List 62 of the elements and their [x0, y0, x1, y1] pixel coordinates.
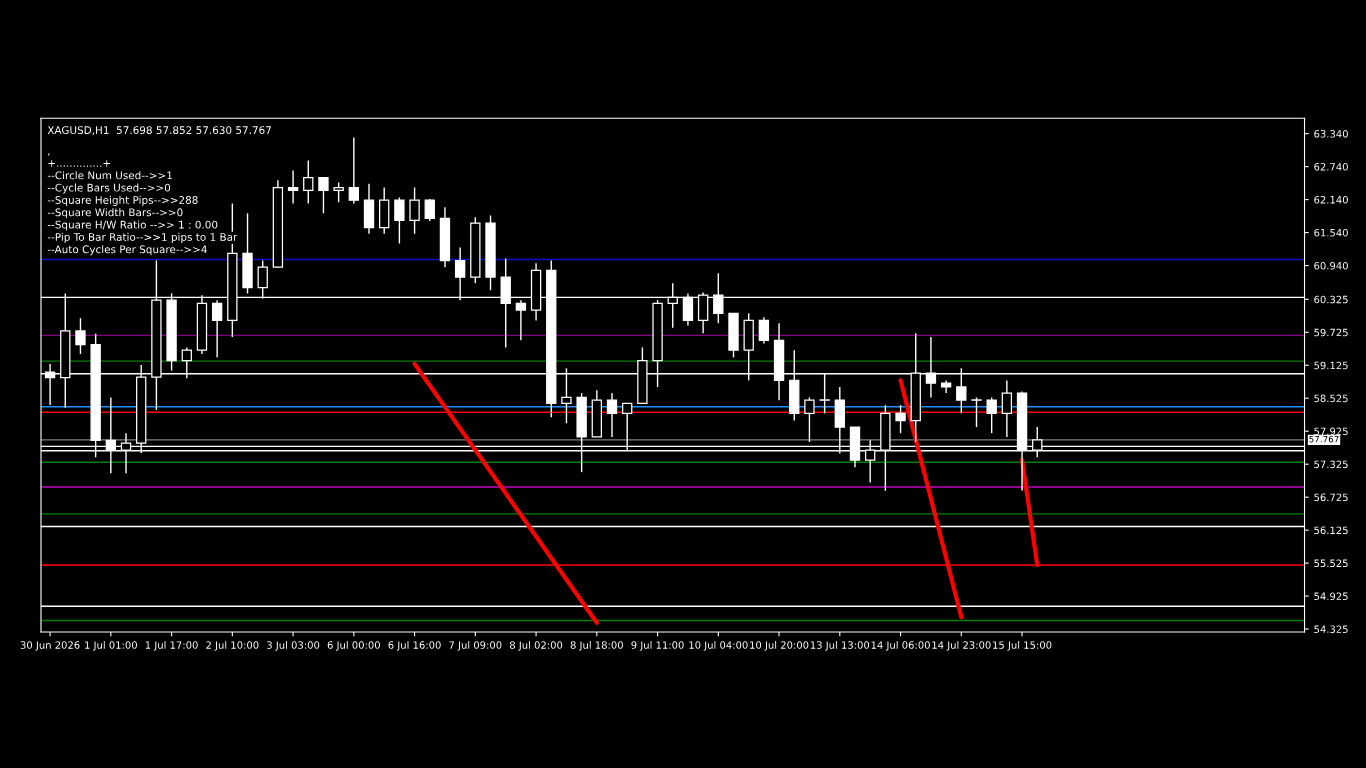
y-tick-label: 60.325 [1314, 295, 1348, 304]
y-tick-label: 62.740 [1314, 163, 1348, 171]
y-tick-label: 62.140 [1314, 195, 1348, 204]
candlestick [895, 404, 906, 434]
candlestick [303, 159, 314, 205]
candlestick [348, 136, 360, 205]
candlestick [971, 396, 982, 428]
candlestick [287, 169, 299, 205]
x-tick-label: 7 Jul 09:00 [449, 641, 502, 651]
y-tick-label: 57.925 [1314, 427, 1348, 436]
y-tick-label: 60.940 [1314, 261, 1348, 270]
candlestick [606, 392, 618, 438]
candlestick [211, 299, 223, 359]
x-tick-label: 8 Jul 18:00 [570, 641, 623, 651]
y-tick-label: 56.725 [1314, 493, 1348, 502]
x-tick-label: 13 Jul 13:00 [810, 641, 870, 651]
y-tick-label: 57.325 [1314, 460, 1348, 469]
x-tick-label: 14 Jul 06:00 [871, 641, 930, 651]
candlestick [424, 198, 435, 222]
annotation: --Cycle Bars Used-->>0 [47, 183, 171, 194]
candlestick [333, 181, 344, 204]
x-tick-label: 1 Jul 17:00 [145, 641, 198, 651]
candlestick [318, 176, 329, 215]
candlestick [409, 186, 420, 235]
annotation: --Circle Num Used-->>1 [47, 171, 172, 180]
x-tick-label: 9 Jul 11:00 [631, 641, 684, 651]
candlestick [986, 396, 997, 434]
x-tick-label: 10 Jul 04:00 [689, 641, 748, 651]
y-tick-label: 54.325 [1314, 625, 1348, 633]
text: XAGUSD,H1 57.698 57.852 57.630 57.767 [47, 126, 271, 136]
annotation: --Pip To Bar Ratio-->>1 pips to 1 Bar [47, 232, 238, 243]
y-tick-label: 61.540 [1314, 228, 1348, 237]
candlestick [394, 196, 405, 245]
y-tick-label: 55.525 [1314, 559, 1348, 568]
x-tick-label: 8 Jul 02:00 [509, 641, 563, 651]
x-tick-label: 6 Jul 16:00 [388, 641, 441, 651]
y-tick-label: 59.125 [1314, 361, 1348, 370]
annotation: , [48, 153, 50, 156]
y-tick-label: 59.725 [1314, 328, 1348, 337]
y-tick-label: 54.925 [1314, 592, 1348, 601]
x-tick-label: 6 Jul 00:00 [327, 641, 380, 651]
ref-line-label: 57.767 [1309, 435, 1339, 443]
x-tick-label: 14 Jul 23:00 [932, 641, 991, 651]
x-tick-label: 15 Jul 15:00 [993, 641, 1052, 651]
candlestick [515, 299, 527, 341]
candlestick [75, 317, 86, 355]
annotation: --Square Width Bars-->>0 [47, 208, 183, 219]
candlestick [1001, 379, 1013, 438]
annotation: --Auto Cycles Per Square-->>4 [47, 245, 207, 256]
x-tick-label: 10 Jul 20:00 [750, 641, 809, 651]
x-tick-label: 2 Jul 10:00 [206, 641, 259, 651]
y-tick-label: 58.525 [1314, 394, 1348, 403]
candlestick [758, 316, 770, 345]
x-tick-label: 1 Jul 01:00 [85, 641, 137, 651]
y-tick-label: 63.340 [1314, 130, 1348, 138]
annotation: --Square H/W Ratio -->> 1 : 0.00 [47, 220, 218, 231]
x-tick-label: 3 Jul 03:00 [267, 641, 320, 651]
x-tick-label: 30 Jun 2026 [20, 641, 80, 651]
annotation: --Square Height Pips-->>288 [47, 195, 198, 206]
candlestick [804, 396, 815, 443]
y-tick-label: 56.125 [1314, 526, 1348, 535]
annotation: +..............+ [48, 160, 111, 167]
